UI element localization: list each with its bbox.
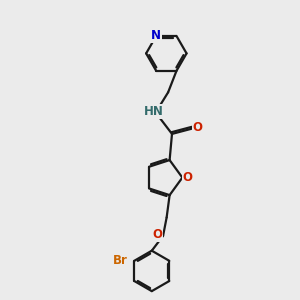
Text: O: O [183,171,193,184]
Text: Br: Br [113,254,128,267]
Text: HN: HN [144,105,164,119]
Text: O: O [152,228,162,241]
Text: N: N [151,29,161,42]
Text: O: O [193,122,202,134]
